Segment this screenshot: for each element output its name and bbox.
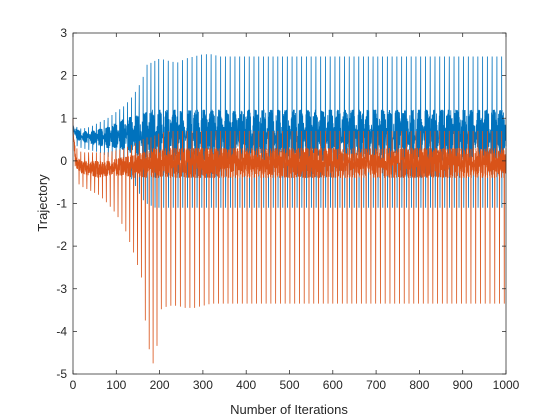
- x-tick-label: 300: [193, 378, 213, 392]
- x-axis-label: Number of Iterations: [230, 402, 348, 417]
- y-tick-label: -5: [56, 367, 67, 381]
- x-tick-label: 900: [453, 378, 473, 392]
- x-tick-label: 700: [366, 378, 386, 392]
- y-tick-label: -2: [56, 239, 67, 253]
- series-2-line: [72, 118, 507, 364]
- tick-label-layer: 0 100 200 300 400 500 600 700 800 900 1000 -5 -4 -3 -2…: [56, 26, 519, 392]
- x-tick-label: 800: [409, 378, 429, 392]
- series-layer: [72, 54, 507, 364]
- x-tick-label: 200: [150, 378, 170, 392]
- y-tick-label: -3: [56, 282, 67, 296]
- y-tick-label: -4: [56, 324, 67, 338]
- series-1-line: [72, 54, 507, 208]
- x-tick-label: 1000: [493, 378, 520, 392]
- y-tick-label: 0: [60, 154, 67, 168]
- axes-layer: [72, 32, 507, 375]
- y-axis-label: Trajectory: [35, 174, 50, 232]
- y-tick-label: 1: [60, 111, 67, 125]
- x-tick-label: 600: [323, 378, 343, 392]
- y-tick-label: 3: [60, 26, 67, 40]
- x-tick-label: 500: [279, 378, 299, 392]
- x-tick-label: 100: [106, 378, 126, 392]
- y-tick-label: -1: [56, 197, 67, 211]
- x-tick-label: 0: [70, 378, 77, 392]
- x-tick-label: 400: [236, 378, 256, 392]
- y-tick-label: 2: [60, 69, 67, 83]
